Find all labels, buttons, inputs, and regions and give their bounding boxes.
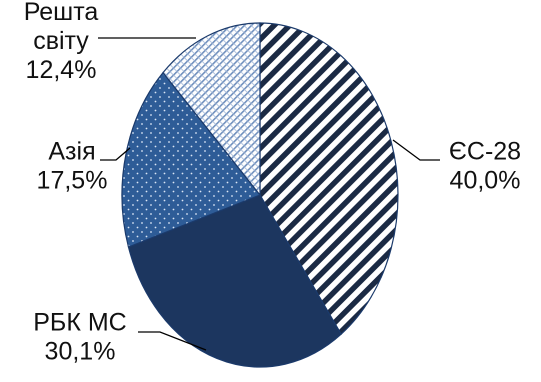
leader-line-rbk-ms — [138, 331, 207, 351]
slice-category-label-rest-of-world: світу — [33, 27, 89, 55]
slice-value-label-eu28: 40,0% — [450, 167, 521, 195]
pie-slice-rbk-ms — [127, 194, 342, 368]
slice-value-label-rbk-ms: 30,1% — [45, 338, 116, 366]
leader-line-asia — [100, 147, 131, 161]
slice-category-label-rest-of-world: Решта — [24, 0, 99, 26]
pie-slice-asia — [121, 71, 261, 248]
slice-category-label-rbk-ms: РБК МС — [33, 309, 126, 337]
pie-slice-eu28 — [259, 22, 399, 336]
slice-value-label-rest-of-world: 12,4% — [26, 56, 97, 84]
slice-value-label-asia: 17,5% — [37, 167, 108, 195]
leader-line-eu28 — [392, 139, 440, 161]
leader-lines — [98, 37, 440, 351]
slice-category-label-asia: Азія — [48, 138, 95, 166]
pie-slice-rest-of-world — [162, 22, 261, 197]
slice-category-label-eu28: ЄС-28 — [449, 138, 521, 166]
pie-slices — [121, 22, 399, 368]
